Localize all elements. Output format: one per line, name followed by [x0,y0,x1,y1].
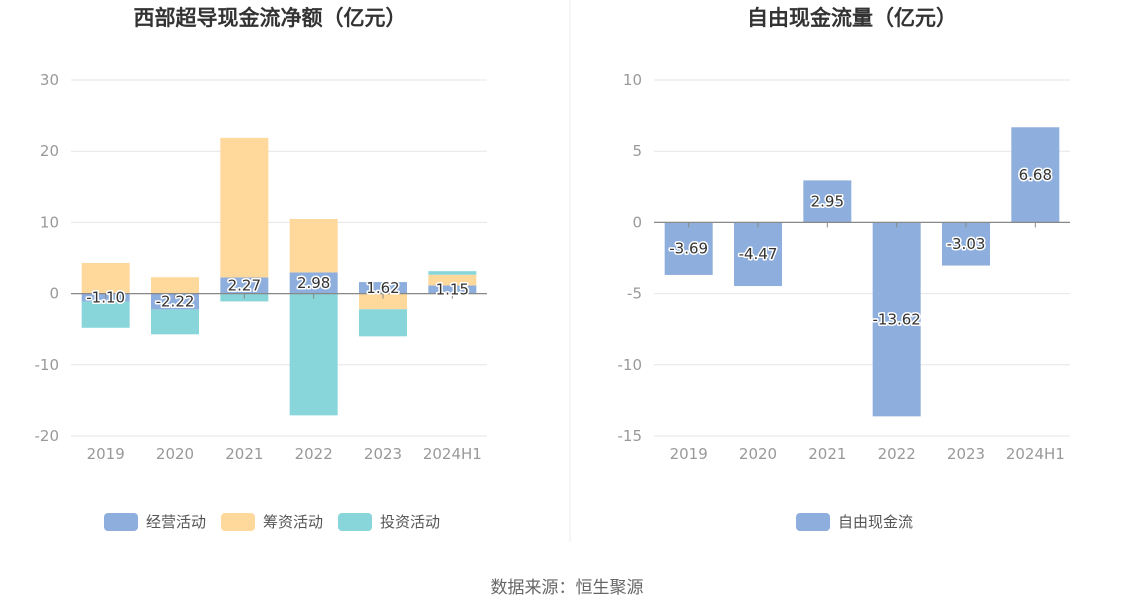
bar [428,285,477,294]
y-tick-label: 20 [40,142,59,160]
bar [220,277,269,294]
x-tick-label: 2024H1 [1006,445,1065,463]
y-tick-label: -10 [618,356,643,374]
x-tick-label: 2019 [670,445,708,463]
data-label: -2.22 [156,293,195,311]
y-tick-label: -10 [35,356,60,374]
data-label: 2.98 [297,274,330,292]
x-tick-label: 2021 [808,445,846,463]
chart-title: 自由现金流量（亿元） [747,6,957,30]
source-note: 数据来源：恒生聚源 [491,578,644,598]
data-label: -1.10 [86,289,125,307]
bar [220,137,269,278]
data-label: -3.69 [669,240,708,258]
y-tick-label: -5 [627,285,642,303]
data-label: 1.15 [436,281,469,299]
y-tick-label: 5 [632,142,642,160]
data-label: -3.03 [947,235,986,253]
legend-label: 筹资活动 [263,513,323,531]
bar [872,222,921,417]
bar [734,222,782,287]
data-label: 6.68 [1019,166,1052,184]
bar [803,180,852,223]
bar [428,271,477,275]
data-label: 2.27 [228,277,261,295]
legend-swatch [338,513,372,531]
x-tick-label: 2023 [364,445,402,463]
bar [289,272,338,294]
free-cashflow-chart: 自由现金流量（亿元） -15 -10 -5 0 5 10 2019 2020 2021 2022 20… [618,6,1070,531]
legend-swatch [796,513,830,531]
y-tick-label: 30 [40,71,59,89]
legend-swatch [221,513,255,531]
legend-label: 自由现金流 [838,513,913,531]
bar [359,293,407,310]
y-tick-label: 0 [632,213,642,231]
bar [359,309,407,337]
bar [664,222,713,275]
legend-label: 经营活动 [146,513,206,531]
y-tick-label: 10 [40,213,59,231]
data-label: -4.47 [739,245,778,263]
y-tick-label: -15 [618,427,643,445]
x-tick-label: 2020 [156,445,194,463]
y-tick-label: 10 [623,71,642,89]
bar [81,262,130,294]
legend-swatch [104,513,138,531]
y-tick-label: -20 [35,427,60,445]
bar [428,274,477,286]
x-tick-label: 2023 [947,445,985,463]
x-tick-label: 2022 [295,445,333,463]
y-tick-label: 0 [49,285,59,303]
x-tick-label: 2021 [225,445,263,463]
data-label: 1.62 [366,279,399,297]
x-tick-label: 2024H1 [423,445,482,463]
cashflow-net-chart: 西部超导现金流净额（亿元） -20 -10 0 10 20 30 2019 2020 2021 20… [35,6,487,531]
bar [289,218,338,273]
x-tick-label: 2020 [739,445,777,463]
bar [289,293,338,416]
data-label: 2.95 [811,192,844,210]
bar [151,293,199,310]
bar [151,309,199,335]
legend-label: 投资活动 [380,513,440,531]
bar [1011,127,1060,223]
bar [359,282,407,294]
bar [81,301,130,328]
chart-title: 西部超导现金流净额（亿元） [134,6,407,30]
x-tick-label: 2022 [878,445,916,463]
bar [942,222,990,266]
data-label: -13.62 [872,310,920,328]
bar [151,277,199,294]
x-tick-label: 2019 [87,445,125,463]
